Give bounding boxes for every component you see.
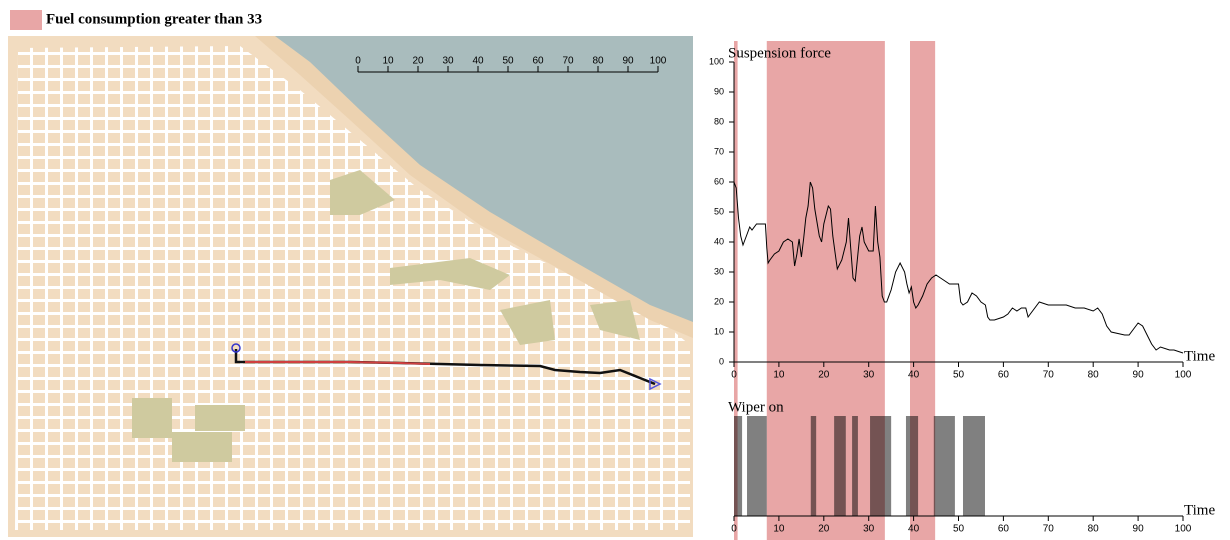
x-axis-label: Time: [1184, 502, 1215, 518]
x-tick-label: 100: [1175, 370, 1192, 381]
y-tick-label: 70: [714, 146, 724, 156]
park: [132, 398, 172, 438]
y-tick-label: 40: [714, 236, 724, 246]
scale-label: 10: [382, 56, 394, 67]
x-tick-label: 60: [998, 524, 1010, 535]
fuel-highlight: [910, 41, 936, 540]
x-tick-label: 100: [1175, 524, 1192, 535]
y-tick-label: 50: [714, 206, 724, 216]
park: [172, 432, 232, 462]
route-end: [649, 377, 662, 391]
legend-label: Fuel consumption greater than 33: [46, 11, 262, 27]
park: [390, 258, 510, 290]
streets: [15, 46, 690, 530]
scale-label: 80: [592, 56, 604, 67]
wiper-interval: [933, 416, 955, 516]
charts: 0102030405060708090100010203040506070809…: [709, 41, 1215, 540]
fuel-highlight: [734, 41, 738, 540]
x-tick-label: 80: [1088, 370, 1100, 381]
water: [275, 36, 693, 322]
scale-label: 90: [622, 56, 634, 67]
y-tick-label: 60: [714, 176, 724, 186]
scale-label: 50: [502, 56, 514, 67]
route-start: [231, 343, 241, 353]
scale-label: 20: [412, 56, 424, 67]
legend-swatch: [10, 10, 42, 30]
x-tick-label: 60: [998, 370, 1010, 381]
x-axis-label: Time: [1184, 348, 1215, 364]
y-tick-label: 100: [709, 56, 724, 66]
x-tick-label: 80: [1088, 524, 1100, 535]
park: [500, 300, 555, 345]
y-tick-label: 30: [714, 266, 724, 276]
map: 0 10 20 30 40 50 60 70 80 90 100: [8, 36, 693, 537]
x-tick-label: 90: [1133, 370, 1145, 381]
scale-bar: 0 10 20 30 40 50 60 70 80 90 100: [355, 56, 667, 73]
wiper-interval: [962, 416, 985, 516]
scale-label: 30: [442, 56, 454, 67]
x-tick-label: 50: [953, 370, 965, 381]
x-tick-label: 50: [953, 524, 965, 535]
y-tick-label: 10: [714, 326, 724, 336]
y-tick-label: 90: [714, 86, 724, 96]
x-tick-label: 90: [1133, 524, 1145, 535]
y-tick-label: 0: [719, 356, 724, 366]
scale-label: 70: [562, 56, 574, 67]
scale-label: 40: [472, 56, 484, 67]
y-tick-label: 80: [714, 116, 724, 126]
scale-label: 60: [532, 56, 544, 67]
park: [330, 170, 395, 215]
y-tick-label: 20: [714, 296, 724, 306]
park: [195, 405, 245, 431]
wiper-interval: [734, 416, 743, 516]
route-fuel: [245, 361, 431, 365]
x-tick-label: 70: [1043, 524, 1055, 535]
wiper-interval: [747, 416, 767, 516]
scale-label: 0: [355, 56, 361, 67]
x-tick-label: 70: [1043, 370, 1055, 381]
scale-label: 100: [650, 56, 667, 67]
fuel-highlight: [766, 41, 885, 540]
park: [590, 300, 640, 340]
